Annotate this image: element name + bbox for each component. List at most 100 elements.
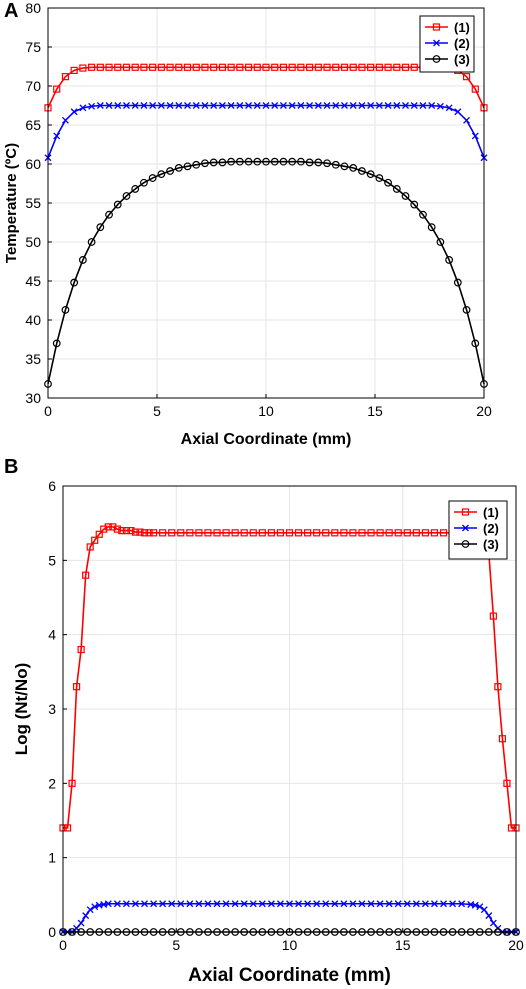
chart-0-x-axis-title: Axial Coordinate (mm) bbox=[181, 431, 352, 448]
chart-0-series-2-point-40 bbox=[393, 102, 401, 109]
chart-1-series-1-point-40 bbox=[331, 529, 339, 537]
chart-0-series-2-point-21 bbox=[227, 102, 235, 109]
chart-1-series-2-point-32 bbox=[304, 900, 312, 908]
chart-0-series-1-point-15 bbox=[175, 63, 183, 71]
chart-0-series-1-point-22 bbox=[236, 63, 244, 71]
chart-1-series-1-point-34 bbox=[276, 529, 285, 537]
chart-0-y-axis-title: Temperature (ºC) bbox=[3, 143, 20, 263]
chart-1-series-2-point-35 bbox=[331, 900, 339, 908]
chart-1-series-1-point-23 bbox=[177, 529, 185, 537]
chart-1-series-2-point-39 bbox=[367, 900, 375, 908]
chart-0-series-1-point-14 bbox=[166, 63, 174, 71]
chart-0-series-3-point-13 bbox=[157, 170, 166, 179]
chart-0-series-3-line bbox=[47, 160, 485, 385]
temperature-chart: 0 5 10 15 20 30 35 40 45 50 55 60 65 70 75 80 Axial Coor… bbox=[3, 0, 492, 448]
chart-0-series-3-point-11 bbox=[140, 178, 148, 187]
chart-1-series-2-point-22 bbox=[213, 900, 221, 908]
chart-0-x-tick-label-2: 10 bbox=[258, 403, 274, 419]
chart-1-series-1-point-39 bbox=[322, 529, 330, 537]
chart-0-legend-label-3: (3) bbox=[454, 52, 470, 67]
chart-1-series-1-point-22 bbox=[168, 529, 176, 537]
chart-0-series-2-point-22 bbox=[236, 102, 244, 109]
chart-0-series-1-point-27 bbox=[279, 63, 288, 71]
chart-0-series-3-point-4 bbox=[78, 256, 87, 264]
chart-0-series-2-point-27 bbox=[279, 102, 287, 109]
chart-0-series-3-point-19 bbox=[209, 158, 218, 167]
chart-0-y-tick-label-7: 65 bbox=[25, 117, 41, 133]
chart-1-series-2-point-14 bbox=[141, 900, 148, 908]
chart-1-series-2-point-21 bbox=[204, 900, 212, 908]
chart-0-series-1-point-38 bbox=[375, 63, 383, 71]
chart-0-series-2-point-19 bbox=[210, 102, 218, 109]
chart-1-y-tick-label-2: 2 bbox=[48, 775, 56, 791]
chart-0-series-1-point-8 bbox=[114, 63, 122, 71]
chart-0-series-3-point-14 bbox=[166, 167, 174, 175]
chart-0-series-1-point-1 bbox=[53, 85, 61, 93]
chart-0-series-1-point-33 bbox=[332, 63, 340, 71]
chart-1-series-1-point-16 bbox=[131, 528, 140, 536]
chart-0-series-1-point-42 bbox=[410, 63, 418, 71]
chart-1-y-tick-label-4: 4 bbox=[48, 627, 56, 643]
chart-1-series-1-point-4 bbox=[77, 645, 85, 654]
chart-1-x-tick-label-0: 0 bbox=[59, 937, 67, 953]
chart-1-series-1-point-30 bbox=[240, 529, 248, 537]
chart-1-series-1-point-47 bbox=[394, 529, 402, 537]
chart-0-series-2-point-24 bbox=[253, 102, 261, 109]
chart-1-series-2-point-19 bbox=[186, 900, 194, 908]
chart-1-legend: (1)(2)(3) bbox=[448, 500, 508, 560]
chart-0-series-3-point-26 bbox=[270, 157, 279, 166]
chart-0-y-tick-label-9: 75 bbox=[25, 39, 41, 55]
chart-0-series-2-point-20 bbox=[218, 102, 226, 109]
chart-1-series-2-point-51 bbox=[471, 901, 479, 909]
chart-0-series-2-point-8 bbox=[114, 102, 122, 109]
chart-0-series-3-point-48 bbox=[462, 305, 471, 314]
chart-0-series-3-point-16 bbox=[183, 162, 192, 171]
chart-0-series-1-point-10 bbox=[131, 63, 139, 71]
chart-0-series-2-point-2 bbox=[61, 116, 69, 124]
chart-0-y-tick-label-10: 80 bbox=[25, 0, 41, 16]
chart-1-series-1-point-41 bbox=[340, 529, 348, 537]
chart-1-series-1-point-44 bbox=[367, 529, 375, 537]
chart-0-series-3-point-3 bbox=[70, 278, 79, 287]
chart-1-series-2-point-53 bbox=[480, 906, 488, 914]
chart-1-legend-label-2: (2) bbox=[483, 521, 499, 536]
chart-1-series-2-point-25 bbox=[240, 900, 248, 908]
chart-0-series-1-point-40 bbox=[393, 63, 401, 71]
chart-1-legend-marker-1 bbox=[461, 508, 470, 516]
chart-0-series-2-point-13 bbox=[157, 102, 165, 109]
chart-0-series-2-point-42 bbox=[410, 102, 418, 109]
chart-1-series-2-point-15 bbox=[150, 900, 158, 908]
chart-1-series-1-point-13 bbox=[118, 526, 126, 535]
chart-0-series-2-point-36 bbox=[358, 102, 366, 109]
chart-0-series-3-point-9 bbox=[122, 192, 131, 200]
chart-1-series-1-point-21 bbox=[159, 529, 167, 537]
chart-0-series-2-point-33 bbox=[332, 102, 340, 109]
chart-0-series-3-point-12 bbox=[148, 174, 157, 182]
chart-0-x-tick-label-3: 15 bbox=[367, 403, 383, 419]
chart-0-series-1-point-17 bbox=[192, 63, 200, 71]
chart-0-series-3-point-1 bbox=[52, 339, 61, 348]
chart-1-series-2-point-10 bbox=[104, 900, 112, 908]
chart-1-series-1-point-48 bbox=[403, 529, 411, 537]
chart-0-series-1-point-13 bbox=[157, 63, 165, 71]
chart-1-x-axis-title: Axial Coordinate (mm) bbox=[188, 965, 391, 986]
chart-1-series-1-point-45 bbox=[376, 529, 384, 537]
chart-0-series-1-point-11 bbox=[140, 63, 148, 71]
panel-b-label: B bbox=[4, 456, 19, 478]
chart-0-series-2-point-12 bbox=[149, 102, 157, 109]
chart-0-series-3-point-23 bbox=[244, 157, 253, 166]
chart-0-series-3-point-5 bbox=[87, 238, 96, 246]
chart-0-series-1-point-35 bbox=[349, 63, 357, 71]
chart-0-series-1-point-29 bbox=[297, 63, 305, 71]
chart-0-series-3-point-8 bbox=[113, 200, 122, 209]
chart-1-series-1-point-26 bbox=[204, 529, 212, 537]
chart-0-series-2-point-5 bbox=[88, 102, 96, 110]
chart-0-series-1-point-30 bbox=[306, 63, 314, 71]
chart-0-series-2-point-49 bbox=[471, 132, 479, 140]
chart-0-series-3-point-39 bbox=[384, 178, 392, 187]
chart-1-series-1-point-52 bbox=[439, 529, 448, 537]
chart-0-series-2-point-46 bbox=[445, 104, 453, 112]
chart-1-series-2-point-18 bbox=[177, 900, 185, 908]
chart-1-series-1-point-1 bbox=[63, 824, 72, 832]
chart-0-series-3-point-45 bbox=[436, 238, 445, 246]
